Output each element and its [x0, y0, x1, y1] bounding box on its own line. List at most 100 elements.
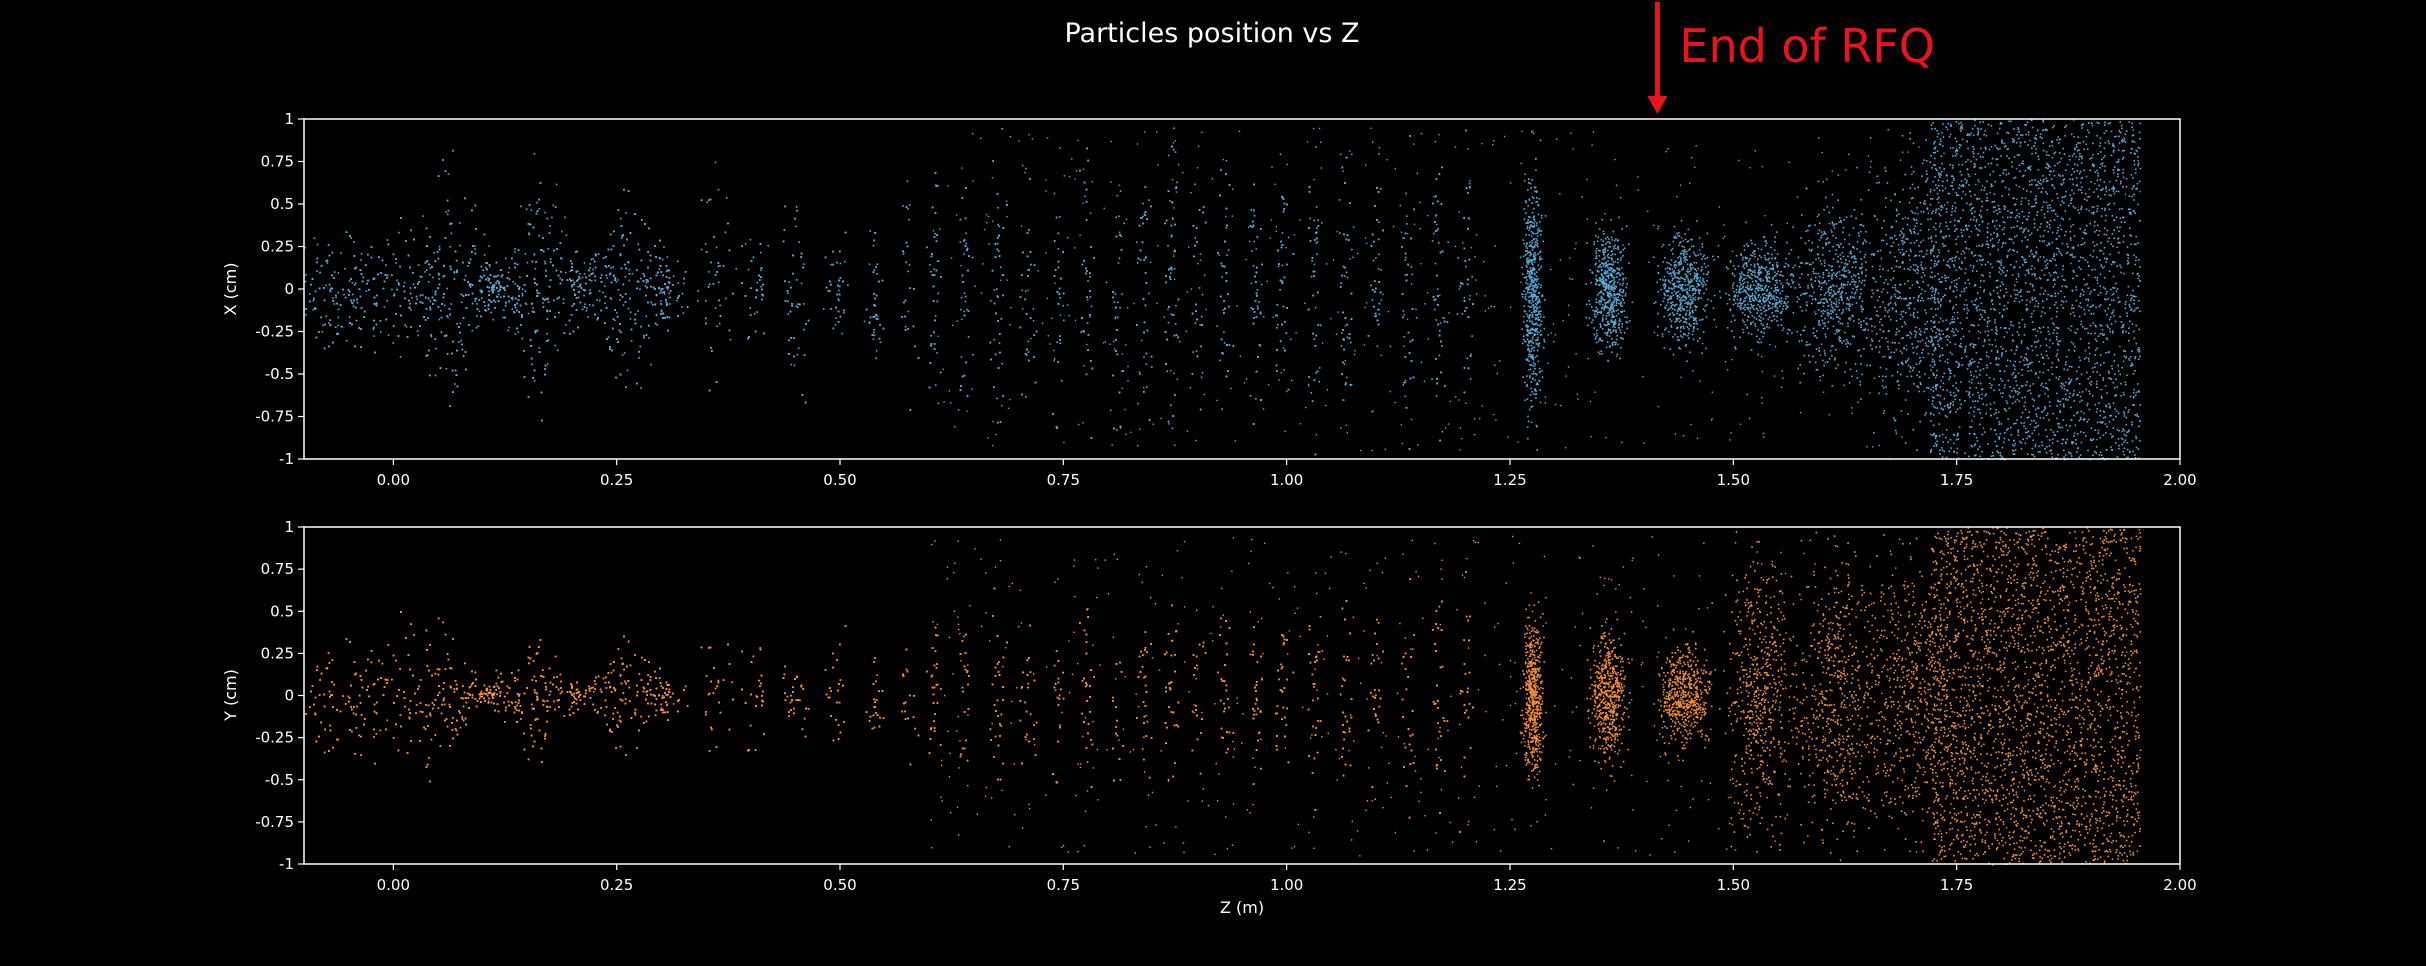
scatter-point	[581, 308, 584, 311]
scatter-point	[1118, 215, 1120, 217]
scatter-point	[1318, 367, 1321, 369]
scatter-point	[1227, 249, 1230, 251]
scatter-point	[1223, 331, 1225, 334]
scatter-point	[839, 285, 841, 288]
scatter-point	[1447, 241, 1449, 243]
scatter-point	[624, 276, 627, 278]
scatter-point	[348, 316, 351, 318]
scatter-point	[648, 337, 650, 339]
scatter-point	[562, 302, 565, 305]
scatter-point	[1469, 378, 1472, 380]
scatter-point	[1142, 202, 1144, 205]
scatter-point	[793, 364, 796, 367]
scatter-point	[474, 248, 476, 250]
scatter-point	[592, 268, 594, 271]
scatter-point	[1063, 319, 1065, 322]
scatter-point	[330, 290, 332, 293]
scatter-point	[660, 288, 662, 290]
scatter-point	[1216, 325, 1218, 328]
scatter-point	[478, 310, 481, 313]
scatter-point	[334, 326, 337, 328]
scatter-point	[1456, 313, 1459, 315]
scatter-point	[524, 290, 527, 292]
scatter-point	[930, 271, 932, 273]
scatter-point	[490, 311, 492, 314]
scatter-point	[908, 218, 910, 221]
scatter-point	[1174, 323, 1177, 325]
scatter-point	[1117, 301, 1119, 304]
scatter-point	[1279, 289, 1281, 291]
scatter-point	[754, 312, 756, 315]
scatter-point	[630, 311, 632, 314]
scatter-point	[594, 279, 596, 282]
scatter-point	[438, 245, 441, 248]
scatter-point	[760, 285, 762, 288]
scatter-point	[445, 368, 448, 370]
end-of-rfq-annotation: End of RFQ	[1647, 2, 1935, 114]
scatter-point	[433, 252, 436, 254]
scatter-point	[538, 292, 541, 295]
scatter-point	[1145, 255, 1147, 258]
scatter-point	[936, 352, 938, 354]
scatter-point	[547, 248, 550, 250]
scatter-point	[508, 267, 511, 269]
scatter-point	[1225, 227, 1228, 229]
scatter-point	[747, 268, 750, 271]
scatter-point	[1411, 273, 1414, 276]
scatter-point	[834, 324, 837, 326]
scatter-point	[1137, 402, 1139, 405]
scatter-point	[321, 330, 324, 333]
scatter-point	[1436, 288, 1439, 290]
scatter-point	[643, 334, 645, 337]
scatter-point	[422, 215, 424, 217]
scatter-point	[1439, 322, 1442, 324]
scatter-point	[612, 266, 614, 268]
scatter-point	[497, 293, 500, 296]
scatter-point	[1280, 340, 1282, 343]
scatter-point	[598, 290, 601, 292]
scatter-point	[1311, 260, 1313, 262]
scatter-point	[830, 263, 832, 266]
scatter-point	[536, 201, 538, 204]
scatter-point	[787, 313, 790, 315]
scatter-point	[708, 271, 710, 273]
scatter-point	[503, 286, 506, 289]
scatter-point	[1406, 273, 1408, 276]
scatter-point	[604, 285, 606, 287]
scatter-point	[447, 316, 449, 318]
scatter-point	[1201, 372, 1204, 374]
scatter-point	[350, 237, 353, 239]
scatter-point	[574, 251, 577, 253]
scatter-point	[875, 357, 878, 359]
scatter-point	[393, 293, 396, 295]
scatter-point	[960, 356, 963, 358]
end-of-rfq-label: End of RFQ	[1679, 19, 1935, 73]
scatter-point	[456, 322, 458, 325]
scatter-point	[967, 336, 970, 338]
scatter-point	[386, 239, 389, 241]
scatter-point	[467, 265, 469, 267]
scatter-point	[1194, 322, 1197, 324]
scatter-point	[615, 281, 618, 283]
scatter-point	[551, 216, 553, 219]
scatter-point	[1195, 350, 1198, 352]
scatter-point	[639, 345, 642, 348]
scatter-point	[340, 325, 343, 328]
scatter-point	[440, 331, 443, 333]
scatter-point	[335, 294, 337, 296]
scatter-point	[427, 281, 430, 283]
scatter-point	[454, 383, 456, 385]
scatter-point	[459, 222, 461, 224]
scatter-point	[876, 263, 879, 265]
scatter-point	[790, 363, 793, 366]
scatter-point	[362, 276, 364, 279]
scatter-point	[505, 257, 507, 260]
scatter-point	[760, 269, 762, 271]
scatter-point	[313, 237, 316, 240]
scatter-point	[909, 204, 911, 206]
scatter-point	[403, 281, 406, 284]
scatter-point	[417, 264, 420, 266]
scatter-point	[933, 268, 935, 270]
scatter-point	[594, 253, 597, 255]
scatter-point	[625, 212, 627, 214]
